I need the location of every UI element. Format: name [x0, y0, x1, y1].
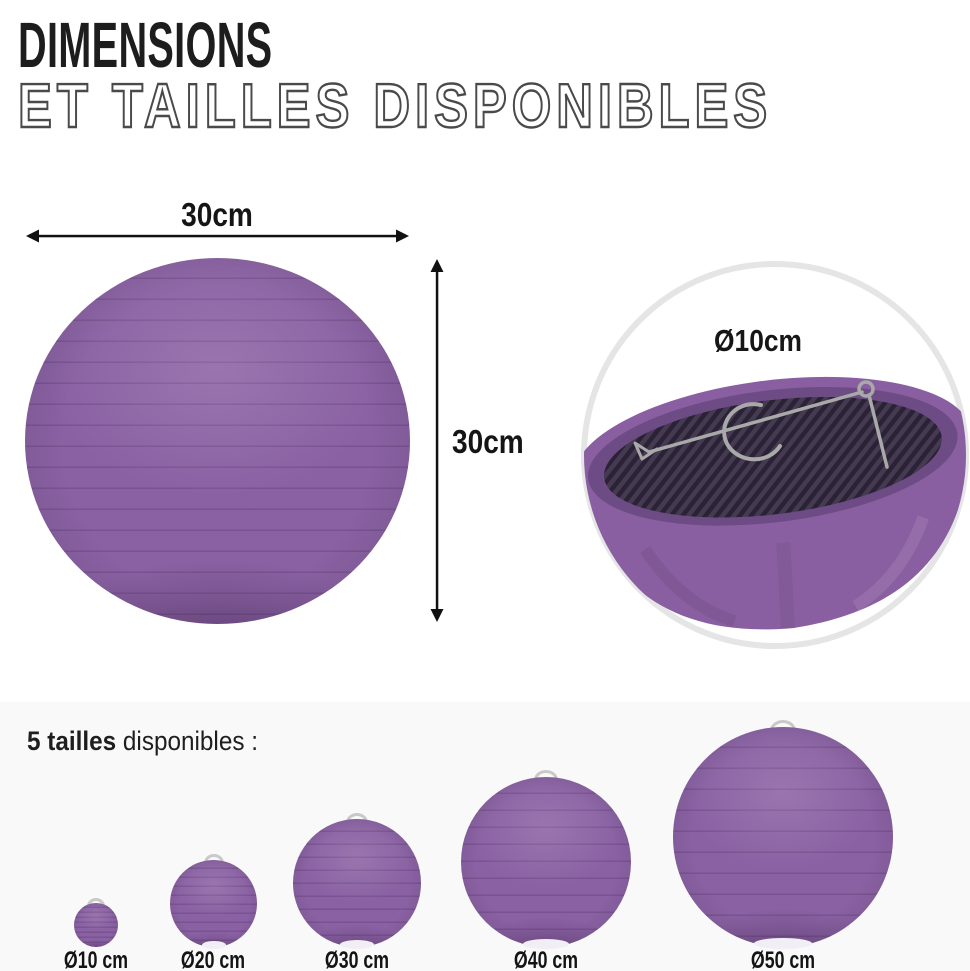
size-label-30cm: Ø30 cm [324, 947, 390, 971]
height-dimension-arrow [430, 259, 444, 622]
lantern-ball [673, 727, 893, 947]
lantern-base [201, 941, 226, 949]
lantern-ball [461, 777, 631, 947]
mesh-opening [604, 397, 942, 518]
lantern-ball [170, 860, 257, 947]
size-label-50cm: Ø50 cm [750, 947, 816, 971]
page-title: DIMENSIONS [18, 9, 273, 81]
size-label-10cm: Ø10 cm [63, 947, 129, 971]
size-label-20cm: Ø20 cm [180, 947, 246, 971]
lantern-base [340, 940, 374, 949]
sizes-heading-count: 5 tailles [27, 726, 117, 756]
size-lantern-30cm [293, 813, 421, 949]
size-lantern-10cm [74, 898, 118, 947]
size-lantern-50cm [673, 720, 893, 949]
width-label: 30cm [181, 196, 253, 233]
size-label-40cm: Ø40 cm [513, 947, 579, 971]
size-lantern-40cm [461, 770, 631, 949]
page-subtitle-outline: ET TAILLES DISPONIBLES [17, 72, 773, 141]
wire-hanger [633, 380, 889, 469]
lantern-base [523, 939, 569, 949]
main-lantern-30cm [25, 258, 410, 624]
opening-inset [565, 243, 970, 667]
lantern-ball [74, 903, 118, 947]
opening-inset-graphic [581, 261, 969, 649]
lantern-ball [293, 819, 421, 947]
sizes-heading-rest: disponibles : [116, 726, 259, 756]
half-lantern-bowl [584, 376, 966, 630]
inset-opening-label: Ø10cm [714, 323, 802, 358]
lantern-base [754, 938, 812, 949]
size-lantern-20cm [170, 854, 257, 949]
height-label: 30cm [452, 423, 524, 460]
sizes-heading: 5 tailles disponibles : [27, 726, 259, 757]
